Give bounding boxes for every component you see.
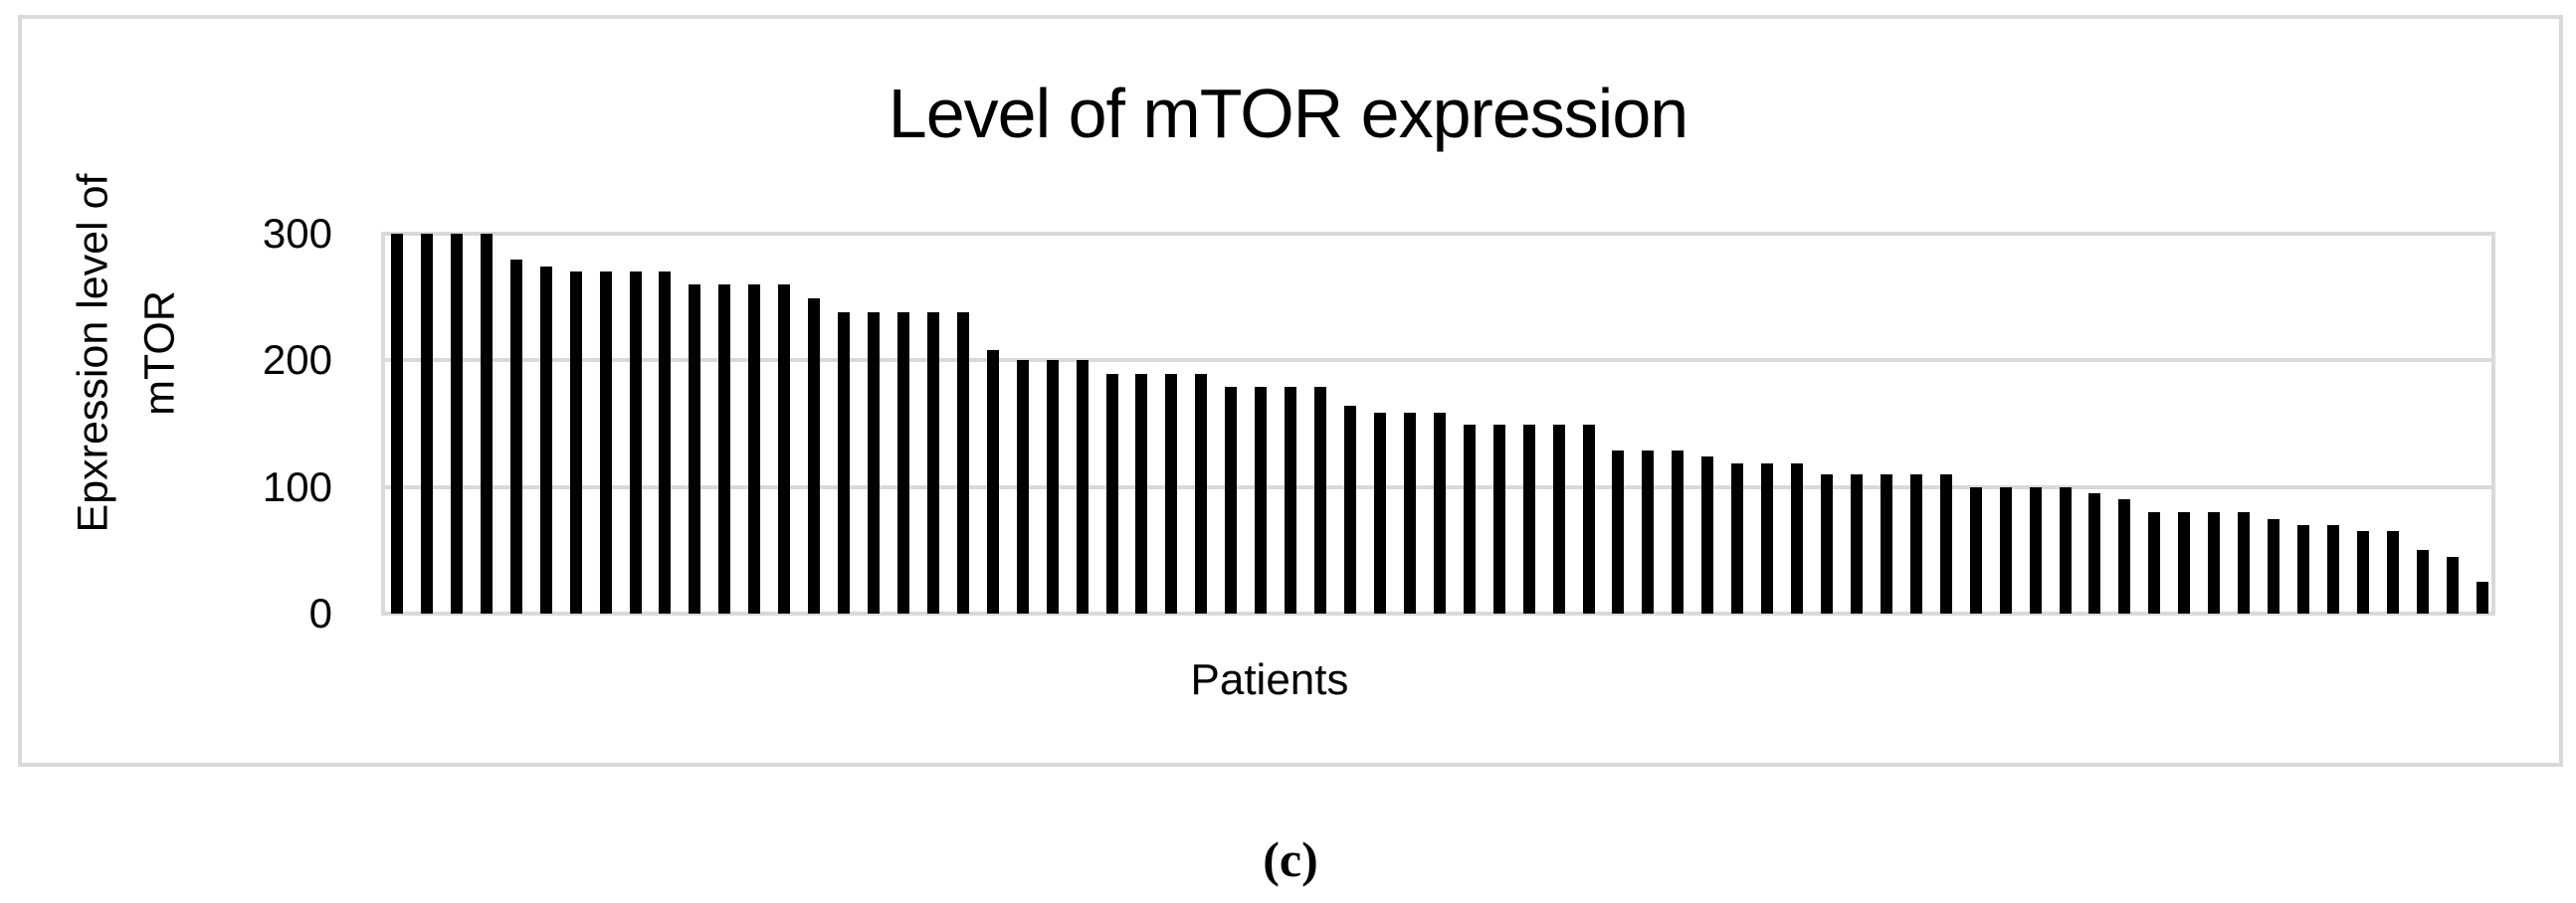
bar-10 [659, 271, 672, 614]
chart-title: Level of mTOR expression [888, 75, 1688, 152]
bar-13 [748, 283, 761, 614]
bar-30 [1255, 387, 1268, 614]
bar-56 [2029, 486, 2042, 614]
bar-61 [2178, 512, 2191, 614]
bar-4 [480, 234, 493, 614]
bar-71 [2476, 582, 2488, 614]
bar-20 [956, 311, 969, 614]
bar-36 [1433, 412, 1446, 614]
bar-62 [2208, 512, 2221, 614]
y-axis-tick-label-100: 100 [262, 462, 332, 510]
bar-14 [778, 283, 791, 614]
bar-31 [1285, 387, 1297, 614]
plot-area-border-left [381, 232, 385, 616]
bar-18 [896, 311, 909, 614]
bar-7 [569, 271, 582, 614]
bar-70 [2446, 556, 2459, 614]
bar-25 [1105, 374, 1118, 614]
bar-54 [1969, 486, 1982, 614]
plot-area-border-right [2491, 232, 2495, 616]
bar-3 [450, 234, 463, 614]
bar-65 [2297, 524, 2309, 614]
bar-68 [2386, 531, 2399, 614]
gridline-200 [383, 358, 2495, 363]
bar-9 [629, 271, 642, 614]
bar-42 [1612, 450, 1625, 614]
bar-67 [2356, 531, 2369, 614]
y-axis-title-line1: Epxression level of [69, 173, 117, 533]
gridline-300 [383, 232, 2495, 236]
bar-47 [1761, 462, 1774, 614]
bar-32 [1314, 387, 1327, 614]
bar-45 [1701, 456, 1714, 614]
x-axis-title: Patients [1190, 655, 1349, 704]
bar-28 [1195, 374, 1208, 614]
bar-24 [1076, 360, 1089, 614]
bar-52 [1909, 473, 1922, 614]
bar-51 [1880, 473, 1892, 614]
bar-39 [1522, 425, 1535, 614]
bar-37 [1463, 425, 1476, 614]
bar-58 [2088, 493, 2101, 614]
bar-59 [2118, 499, 2131, 614]
y-axis-tick-label-300: 300 [262, 210, 332, 257]
bar-16 [838, 311, 851, 614]
y-axis-tick-label-0: 0 [308, 590, 332, 636]
bar-26 [1135, 374, 1148, 614]
bar-64 [2268, 518, 2280, 614]
bar-63 [2238, 512, 2251, 614]
bar-19 [926, 311, 939, 614]
gridline-0 [383, 612, 2495, 616]
bar-35 [1403, 412, 1416, 614]
bar-15 [808, 297, 821, 614]
bar-60 [2148, 512, 2161, 614]
bar-17 [868, 311, 880, 614]
bar-66 [2326, 524, 2339, 614]
bar-8 [599, 271, 612, 614]
bar-27 [1165, 374, 1178, 614]
bar-55 [1999, 486, 2012, 614]
figure-caption: (c) [1263, 831, 1318, 887]
bar-53 [1939, 473, 1952, 614]
bar-2 [420, 234, 433, 614]
bars-container [383, 234, 2495, 614]
bar-23 [1046, 360, 1059, 614]
bar-21 [986, 350, 999, 614]
bar-46 [1731, 462, 1744, 614]
bar-5 [509, 259, 522, 614]
bar-49 [1821, 473, 1833, 614]
bar-57 [2059, 486, 2072, 614]
bar-11 [689, 283, 701, 614]
bar-50 [1850, 473, 1863, 614]
bar-12 [718, 283, 731, 614]
bar-40 [1552, 425, 1565, 614]
bar-43 [1642, 450, 1655, 614]
bar-34 [1373, 412, 1386, 614]
bar-33 [1344, 406, 1356, 614]
bar-38 [1492, 425, 1505, 614]
bar-29 [1225, 387, 1238, 614]
bar-69 [2416, 550, 2429, 614]
bar-41 [1582, 425, 1595, 614]
y-axis-tick-label-200: 200 [262, 336, 332, 384]
bar-1 [391, 234, 403, 614]
bar-44 [1672, 450, 1684, 614]
bar-6 [539, 267, 552, 614]
bar-22 [1016, 360, 1029, 614]
bar-48 [1791, 462, 1804, 614]
